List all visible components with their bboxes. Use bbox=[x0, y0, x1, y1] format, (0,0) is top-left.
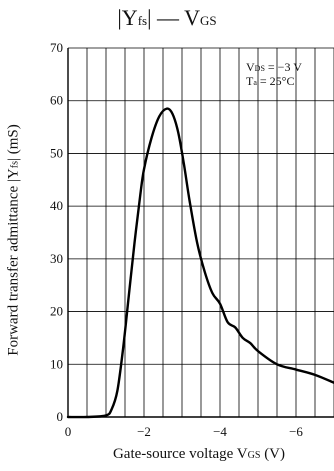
y-tick-label: 30 bbox=[50, 251, 63, 266]
y-tick-label: 60 bbox=[50, 93, 63, 108]
chart-title: |Yfs| — VGS bbox=[117, 5, 217, 30]
y-axis-label: Forward transfer admittance |Yfs| (mS) bbox=[5, 124, 22, 356]
y-tick-label: 70 bbox=[50, 40, 63, 55]
x-tick-label: −6 bbox=[289, 424, 303, 439]
y-tick-label: 20 bbox=[50, 304, 63, 319]
y-tick-label: 40 bbox=[50, 198, 63, 213]
y-axis-label-wrap: Forward transfer admittance |Yfs| (mS) bbox=[2, 124, 26, 356]
y-tick-label: 0 bbox=[57, 409, 64, 424]
y-tick-label: 10 bbox=[50, 356, 63, 371]
condition-ta: Ta = 25°C bbox=[246, 74, 295, 88]
y-tick-label: 50 bbox=[50, 145, 63, 160]
condition-vds: VDS = −3 V bbox=[246, 60, 302, 74]
x-tick-label: −2 bbox=[137, 424, 151, 439]
data-series-line bbox=[66, 107, 334, 419]
x-tick-label: −4 bbox=[213, 424, 227, 439]
x-axis-label: Gate-source voltage VGS (V) bbox=[112, 446, 286, 462]
x-tick-label: 0 bbox=[65, 424, 72, 439]
